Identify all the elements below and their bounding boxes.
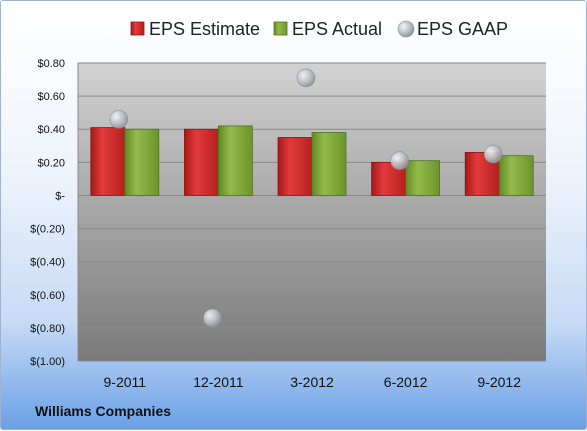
y-tick-label: $0.60 (37, 91, 65, 103)
bar-eps-actual (498, 155, 534, 196)
y-tick-label: $(0.40) (30, 257, 65, 269)
y-tick-label: $(0.60) (30, 290, 65, 302)
chart-legend: EPS Estimate EPS Actual EPS GAAP (130, 19, 508, 39)
bar-eps-estimate (277, 137, 313, 196)
bar-eps-actual (124, 128, 160, 196)
plot-area: $0.80 $0.60 $0.40 $0.20 $- $(0.20) $(0.40) $(0.… (30, 58, 546, 390)
legend-swatch (397, 20, 415, 38)
bar-eps-actual (217, 125, 253, 196)
y-tick-label: $0.20 (37, 157, 65, 169)
legend-swatch (273, 21, 288, 36)
legend-item: EPS Actual (273, 19, 382, 39)
legend-label: EPS Estimate (149, 19, 260, 39)
company-name: Williams Companies (35, 403, 172, 419)
x-tick-label: 9-2012 (477, 374, 521, 390)
point-eps-gaap (203, 308, 222, 328)
y-tick-label: $0.80 (37, 58, 65, 70)
y-tick-label: $(1.00) (30, 356, 65, 368)
y-tick-label: $- (55, 190, 65, 202)
point-eps-gaap (483, 144, 503, 164)
point-eps-gaap (296, 68, 316, 88)
point-eps-gaap (109, 109, 129, 129)
y-tick-label: $(0.20) (30, 224, 65, 236)
legend-swatch (130, 21, 145, 36)
x-tick-label: 12-2011 (193, 374, 244, 390)
plot-background (78, 63, 546, 361)
bar-eps-actual (405, 160, 441, 196)
x-tick-label: 9-2011 (104, 374, 147, 390)
y-tick-label: $0.40 (37, 124, 65, 136)
legend-label: EPS GAAP (417, 19, 508, 39)
bar-eps-estimate (90, 127, 126, 196)
x-tick-label: 6-2012 (384, 374, 428, 390)
legend-item: EPS Estimate (130, 19, 260, 39)
y-tick-label: $(0.80) (30, 323, 65, 335)
legend-item: EPS GAAP (397, 19, 508, 39)
legend-label: EPS Actual (292, 19, 382, 39)
x-tick-label: 3-2012 (290, 374, 334, 390)
point-eps-gaap (390, 151, 409, 170)
bar-eps-estimate (183, 128, 219, 196)
bar-eps-actual (311, 132, 347, 196)
